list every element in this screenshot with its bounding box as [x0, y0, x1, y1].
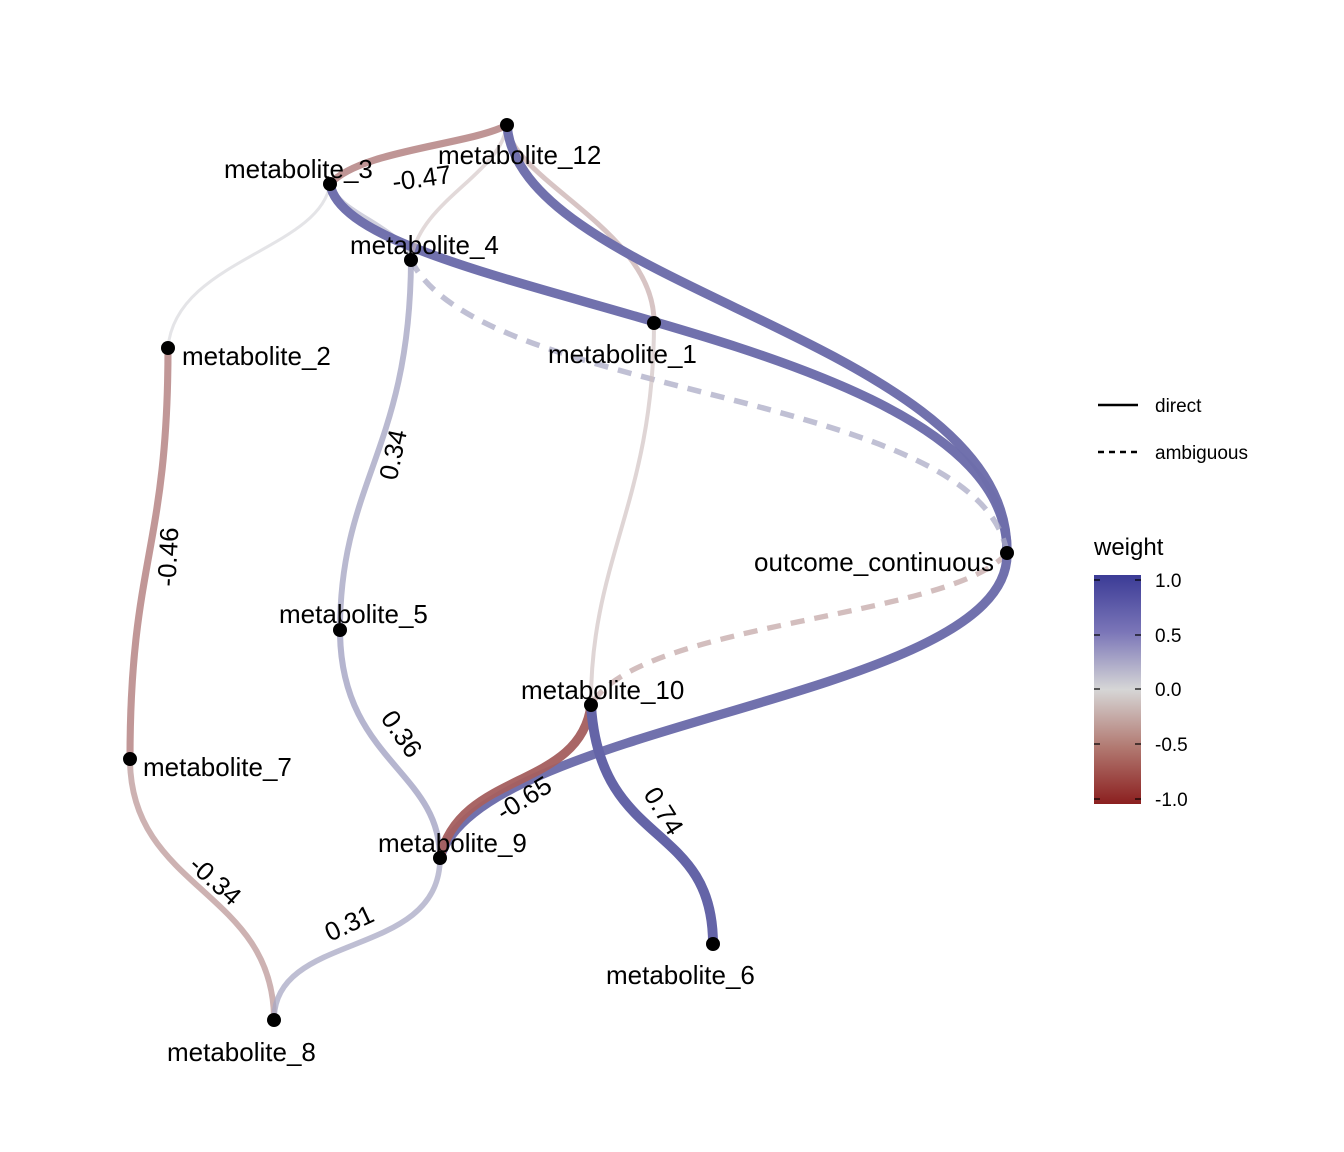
edge-metabolite_4-to-outcome_continuous [408, 258, 1010, 554]
edge-metabolite_3-to-metabolite_12 [327, 121, 509, 187]
edge-metabolite_5-to-metabolite_9 [336, 629, 444, 859]
edge-metabolite_2-to-metabolite_7 [126, 347, 172, 760]
weight-tick-neg0.5: -0.5 [1155, 735, 1188, 756]
node-metabolite_1 [647, 316, 661, 330]
node-label-metabolite_12: metabolite_12 [438, 140, 601, 170]
weight-colorbar-ticks [1094, 579, 1141, 800]
weight-tick-0.5: 0.5 [1155, 626, 1181, 647]
node-metabolite_5 [333, 623, 347, 637]
edge-label-metabolite_4-to-metabolite_5: 0.34 [373, 427, 413, 483]
edge-metabolite_3-to-outcome_continuous [325, 182, 1012, 554]
node-metabolite_2 [161, 341, 175, 355]
node-metabolite_4 [404, 253, 418, 267]
node-label-metabolite_4: metabolite_4 [350, 230, 499, 260]
edge-metabolite_9-to-metabolite_8 [271, 857, 443, 1021]
weight-tick-neg1: -1.0 [1155, 790, 1188, 811]
legend-direct-label: direct [1155, 396, 1202, 417]
node-label-metabolite_3: metabolite_3 [224, 154, 373, 184]
edge-metabolite_12-to-metabolite_4 [409, 124, 509, 261]
node-metabolite_8 [267, 1013, 281, 1027]
edge-outcome_continuous-to-metabolite_9 [435, 552, 1012, 860]
weight-colorbar [1094, 575, 1141, 804]
node-label-outcome_continuous: outcome_continuous [754, 547, 994, 577]
legend-ambiguous-label: ambiguous [1155, 443, 1248, 464]
weight-tick-1: 1.0 [1155, 571, 1181, 592]
edge-metabolite_3-to-metabolite_2 [166, 183, 332, 349]
edge-outcome_continuous-to-metabolite_10 [588, 551, 1010, 707]
node-label-metabolite_10: metabolite_10 [521, 675, 684, 705]
node-label-metabolite_2: metabolite_2 [182, 341, 331, 371]
edge-metabolite_10-to-metabolite_9 [435, 704, 596, 860]
edge-metabolite_7-to-metabolite_8 [127, 758, 277, 1021]
edge-metabolite_4-to-metabolite_5 [337, 259, 414, 631]
node-labels: metabolite_12 metabolite_3 metabolite_4met… [143, 140, 994, 1067]
edge-label-metabolite_10-to-metabolite_6: 0.74 [638, 781, 690, 840]
node-label-metabolite_8: metabolite_8 [167, 1037, 316, 1067]
node-outcome_continuous [1000, 546, 1014, 560]
edge-label-metabolite_2-to-metabolite_7: -0.46 [151, 527, 184, 588]
edge-metabolite_10-to-metabolite_6 [586, 704, 718, 945]
node-metabolite_3 [323, 177, 337, 191]
edge-metabolite_1-to-metabolite_10 [588, 322, 656, 706]
node-label-metabolite_7: metabolite_7 [143, 752, 292, 782]
node-label-metabolite_6: metabolite_6 [606, 960, 755, 990]
node-metabolite_12 [500, 118, 514, 132]
node-label-metabolite_1: metabolite_1 [548, 339, 697, 369]
weight-legend: weight 1.0 0.5 0.0 -0.5 -1.0 [1093, 534, 1188, 811]
edges [126, 121, 1012, 1021]
node-metabolite_6 [706, 937, 720, 951]
linetype-legend: direct ambiguous [1098, 396, 1248, 464]
node-label-metabolite_9: metabolite_9 [378, 828, 527, 858]
node-label-metabolite_5: metabolite_5 [279, 599, 428, 629]
node-metabolite_9 [433, 851, 447, 865]
node-metabolite_10 [584, 698, 598, 712]
weight-legend-title: weight [1093, 534, 1164, 561]
edge-metabolite_12-to-outcome_continuous [502, 124, 1012, 554]
weight-tick-0: 0.0 [1155, 680, 1181, 701]
nodes [123, 118, 1014, 1027]
node-metabolite_7 [123, 752, 137, 766]
